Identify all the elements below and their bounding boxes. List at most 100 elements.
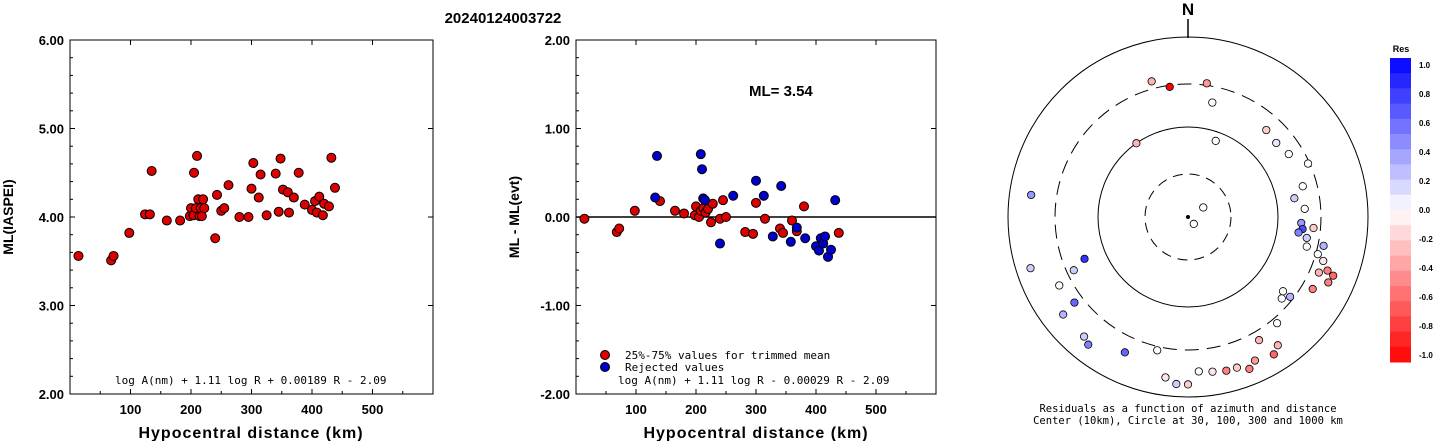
colorbar-swatch [1390,134,1411,150]
rejected-point [776,181,787,192]
station-point [1277,294,1286,303]
y-tick-label: 1.00 [545,122,570,137]
station-point [1208,98,1217,107]
station-point [1290,194,1299,203]
data-point [284,207,295,218]
accepted-point [718,195,728,206]
station-point [1309,223,1318,233]
data-point [329,182,340,193]
colorbar-swatch [1390,58,1411,74]
colorbar-swatch [1390,210,1411,226]
x-tick-label: 500 [362,402,384,417]
colorbar-swatch [1390,73,1411,89]
rejected-point [700,195,710,206]
north-label: N [1182,0,1194,19]
data-points [73,150,340,266]
data-point [199,203,210,214]
data-point [270,168,281,179]
x-tick-label: 100 [625,402,647,417]
colorbar-tick-label: 0.8 [1419,90,1431,99]
station-point [1084,340,1093,349]
data-point [293,167,304,178]
station-point [1272,319,1282,328]
data-point [212,189,223,200]
accepted-point [751,197,761,208]
rejected-point [650,192,661,203]
colorbar-swatch [1390,240,1411,257]
colorbar-swatch [1390,225,1411,241]
colorbar-swatch [1390,164,1411,181]
station-point [1300,204,1309,213]
station-point [1323,266,1332,275]
accepted-point [721,212,731,222]
residual-vs-distance-plot: -2.00 -1.00 0.00 1.00 2.00 100 200 300 400 500 ML… [506,33,937,441]
legend-marker-accepted [600,350,610,360]
x-tick-label: 200 [685,402,707,417]
accepted-point [670,205,680,216]
station-point [1194,367,1203,376]
data-point [161,215,172,226]
station-point [1308,284,1317,294]
legend-marker-rejected [600,362,610,372]
data-point [198,194,209,205]
legend-label-rejected: Rejected values [625,361,724,374]
x-axis-label: Hypocentral distance (km) [643,425,868,441]
accepted-point [778,227,788,238]
accepted-point [799,201,809,212]
formula-text: log A(nm) + 1.11 log R + 0.00189 R - 2.0… [115,374,387,387]
station-point [1059,310,1068,319]
y-tick-label: -1.00 [540,299,570,314]
legend-label-accepted: 25%-75% values for trimmed mean [625,349,830,362]
data-point [175,215,186,226]
data-point [314,191,325,202]
colorbar-swatch [1390,103,1411,120]
colorbar-swatch [1390,88,1411,105]
magnitude-vs-distance-plot: 2.00 3.00 4.00 5.00 6.00 100 200 300 400 500 ML(I… [0,33,434,441]
station-point [1132,139,1141,148]
station-point [1278,287,1288,296]
rejected-point [820,231,830,242]
colorbar-swatches [1390,58,1411,363]
station-point [1070,298,1079,307]
data-point [323,201,334,212]
data-point [246,183,257,194]
station-point [1055,281,1064,290]
rejected-point [652,150,662,161]
x-tick-label: 100 [120,402,142,417]
data-point [248,158,259,169]
rejected-point [715,238,725,249]
rejected-point [785,236,796,247]
x-tick-label: 300 [745,402,767,417]
station-point [1202,79,1211,88]
station-point [1319,256,1328,266]
data-point [223,180,234,191]
rejected-point [697,164,707,175]
y-tick-label: 5.00 [39,122,64,137]
x-tick-label: 500 [865,402,887,417]
colorbar-swatch [1390,316,1411,333]
ring-300km [1054,83,1322,351]
x-tick-label: 400 [805,402,827,417]
colorbar-tick-label: -1.0 [1419,351,1433,360]
accepted-point [629,205,640,216]
colorbar-tick-label: 0.0 [1419,206,1431,215]
data-point [192,150,203,161]
station-point [1172,379,1181,389]
x-tick-label: 400 [301,402,323,417]
data-point [243,212,254,222]
y-tick-label: 4.00 [39,210,64,225]
station-point [1079,332,1089,341]
caption-line-2: Center (10km), Circle at 30, 100, 300 an… [1033,415,1343,427]
station-point [1232,363,1242,372]
y-axis-label: ML(IASPEI) [0,179,16,254]
station-point [1161,373,1170,382]
rejected-point [695,149,706,160]
ring-30km [1144,173,1232,261]
station-points [1026,77,1338,389]
station-point [1255,336,1264,345]
colorbar-swatch [1390,118,1411,135]
caption-line-1: Residuals as a function of azimuth and d… [1039,403,1336,415]
colorbar-tick-label: -0.6 [1419,293,1433,302]
colorbar-swatch [1390,270,1411,287]
